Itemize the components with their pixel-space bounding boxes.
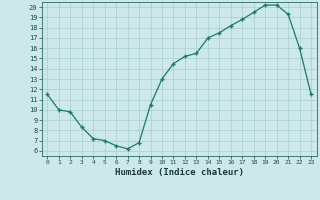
X-axis label: Humidex (Indice chaleur): Humidex (Indice chaleur) xyxy=(115,168,244,177)
